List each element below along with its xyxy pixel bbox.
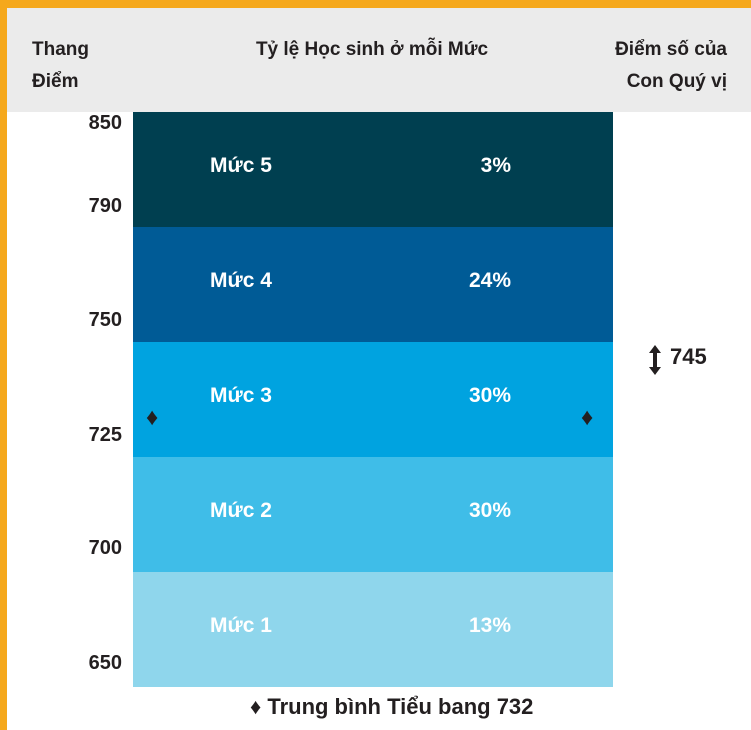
header	[7, 8, 751, 112]
header-score: Điểm số của Con Quý vị	[615, 34, 727, 98]
scale-label: 725	[88, 424, 122, 446]
score-arrow	[649, 345, 661, 375]
scale-label: 850	[88, 112, 122, 134]
average-marker: ♦	[146, 404, 159, 431]
header-text: Điểm số của	[615, 39, 727, 60]
level-name: Mức 3	[210, 384, 272, 407]
student-score: 745	[670, 344, 707, 369]
level-percent: 24%	[468, 269, 511, 292]
level-band: Mức 5 3%	[133, 112, 613, 227]
level-percent: 30%	[468, 384, 511, 407]
left-border	[0, 0, 7, 730]
level-band: Mức 2 30%	[133, 457, 613, 572]
level-band: Mức 4 24%	[133, 227, 613, 342]
level-name: Mức 5	[210, 154, 272, 177]
level-percent: 30%	[468, 499, 511, 522]
header-title: Tỷ lệ Học sinh ở mỗi Mức	[255, 39, 489, 60]
average-marker: ♦	[581, 404, 594, 431]
legend: ♦ Trung bình Tiểu bang 732	[250, 694, 534, 719]
level-band: Mức 3 30%	[133, 342, 613, 457]
legend-text: Trung bình Tiểu bang 732	[267, 694, 534, 719]
scale-label: 750	[88, 309, 122, 331]
level-name: Mức 1	[210, 614, 272, 637]
header-scale: Thang Điểm	[32, 34, 89, 98]
scale-label: 790	[88, 195, 122, 217]
top-border	[0, 0, 751, 8]
level-percent: 3%	[480, 154, 511, 177]
level-band: Mức 1 13%	[133, 572, 613, 687]
level-name: Mức 2	[210, 499, 272, 522]
header-text: Điểm	[32, 71, 79, 92]
scale-label: 650	[88, 652, 122, 674]
header-text: Con Quý vị	[626, 71, 727, 92]
level-percent: 13%	[468, 614, 511, 637]
header-text: Thang	[32, 39, 89, 60]
scale-label: 700	[88, 537, 122, 559]
level-name: Mức 4	[210, 269, 272, 292]
